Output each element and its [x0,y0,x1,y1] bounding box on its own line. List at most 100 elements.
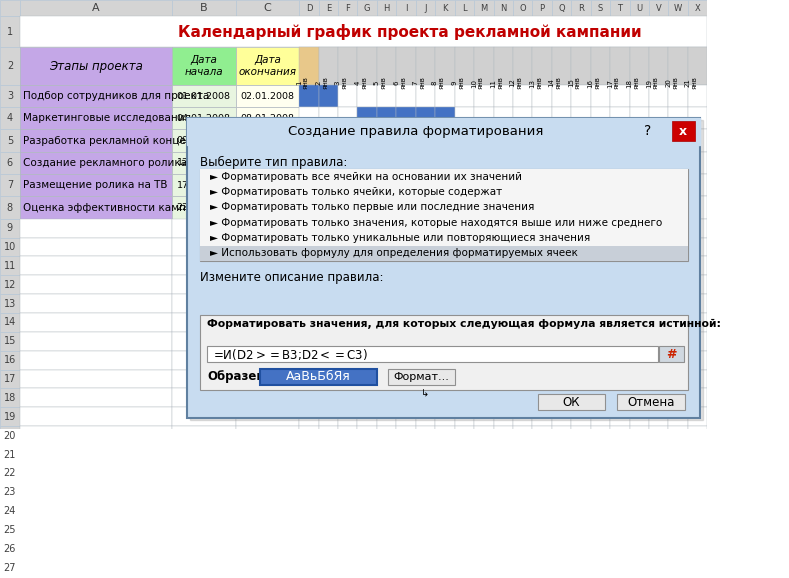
Bar [396,257,416,275]
Bar [688,294,707,313]
Bar [591,174,610,197]
Bar [20,257,172,275]
Bar [416,539,436,558]
Bar [338,85,357,107]
Bar [396,238,416,257]
Text: R: R [578,3,584,13]
Text: 01.01.2008: 01.01.2008 [177,91,230,101]
Text: 08.01.2008: 08.01.2008 [241,114,294,123]
Bar [494,369,513,388]
Bar [416,152,436,174]
Bar [454,445,474,464]
Bar [416,521,436,539]
Bar [494,521,513,539]
Bar [172,502,236,521]
Bar [20,388,172,407]
Bar [610,0,630,16]
Bar [20,218,172,238]
Bar [513,369,533,388]
Bar [299,0,319,16]
Bar [20,85,172,107]
Bar [20,539,172,558]
Text: 2: 2 [7,61,13,71]
Bar [357,521,377,539]
Bar [610,464,630,483]
Bar [630,0,649,16]
Bar [357,129,377,152]
Bar [552,369,571,388]
Text: G: G [364,3,371,13]
Bar [20,47,172,85]
Bar [416,47,436,85]
Bar [591,483,610,502]
Bar [513,521,533,539]
Bar [0,521,20,539]
Bar [513,174,533,197]
Bar [338,332,357,351]
Bar [319,313,338,332]
Bar [319,483,338,502]
Bar [630,238,649,257]
Bar [377,445,396,464]
Bar [571,539,591,558]
Bar [474,107,494,129]
Bar [436,369,454,388]
Bar [688,521,707,539]
Bar [454,407,474,426]
Bar [436,388,454,407]
Bar [416,407,436,426]
Bar [338,445,357,464]
Bar [630,218,649,238]
Bar [552,197,571,218]
Bar [338,174,357,197]
Bar [659,346,684,362]
Bar [0,129,20,152]
Bar [299,47,319,85]
Bar [552,257,571,275]
Bar [494,107,513,129]
Bar [172,521,236,539]
Bar [377,464,396,483]
Bar [454,152,474,174]
Bar [319,294,338,313]
Bar [474,521,494,539]
Text: 23: 23 [4,487,16,497]
Bar [688,129,707,152]
Text: 7: 7 [7,180,13,190]
Bar [299,197,319,218]
Bar [357,426,377,445]
Bar [236,483,299,502]
Bar [377,174,396,197]
Bar [319,85,338,107]
Bar [494,275,513,294]
Bar [649,483,668,502]
Bar [377,218,396,238]
Bar [236,407,299,426]
Bar [299,521,319,539]
Bar [0,238,20,257]
Bar [474,539,494,558]
Text: M: M [481,3,488,13]
Bar [668,351,688,369]
Bar [396,521,416,539]
Bar [571,152,591,174]
Bar [610,502,630,521]
Text: ► Форматировать только значения, которые находятся выше или ниже среднего: ► Форматировать только значения, которые… [210,218,662,228]
Bar [357,174,377,197]
Bar [649,521,668,539]
Bar [688,388,707,407]
Bar [416,174,436,197]
Bar [513,464,533,483]
Bar [571,0,591,16]
Bar [208,346,658,362]
Bar [494,218,513,238]
Bar [533,275,552,294]
Bar [338,464,357,483]
Bar [630,539,649,558]
Bar [591,388,610,407]
Bar [20,238,172,257]
Bar [436,152,454,174]
Text: 21
янв: 21 янв [685,76,697,90]
Bar [630,388,649,407]
Bar [299,483,319,502]
